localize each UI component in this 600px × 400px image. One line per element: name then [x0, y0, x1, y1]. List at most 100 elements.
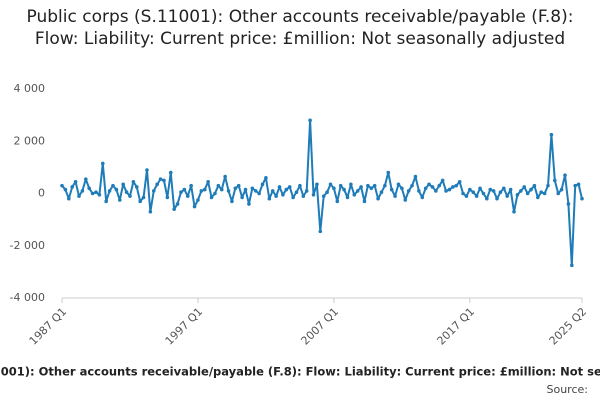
data-point: [502, 186, 506, 191]
data-point: [427, 182, 431, 187]
data-point: [372, 183, 377, 188]
data-point: [60, 183, 64, 188]
data-point: [393, 194, 397, 198]
data-point: [400, 186, 404, 191]
data-point: [542, 191, 547, 196]
data-point: [277, 185, 282, 189]
data-point: [287, 185, 292, 189]
data-point: [77, 194, 81, 198]
data-point: [338, 183, 343, 188]
data-point: [131, 179, 136, 184]
data-point: [559, 187, 564, 192]
data-point: [236, 183, 241, 188]
data-point: [529, 187, 533, 192]
data-point: [488, 187, 493, 192]
data-point: [556, 191, 561, 196]
data-point: [284, 187, 289, 192]
data-point: [274, 194, 278, 198]
data-point: [451, 185, 455, 189]
data-point: [315, 182, 319, 187]
data-point: [437, 183, 442, 188]
data-point: [325, 190, 329, 194]
y-tick-label: 0: [38, 187, 45, 200]
data-point: [332, 186, 336, 191]
data-point: [474, 194, 479, 198]
data-point: [260, 182, 265, 187]
data-point: [318, 229, 323, 234]
legend-label: Public corps (S.11001): Other accounts r…: [0, 365, 600, 379]
data-point: [192, 204, 197, 209]
data-point: [362, 199, 367, 204]
data-point: [304, 189, 309, 193]
data-point: [213, 191, 217, 196]
data-point: [440, 178, 445, 183]
data-point: [328, 182, 333, 187]
data-point: [301, 194, 306, 198]
data-point: [114, 187, 119, 192]
data-point: [175, 202, 180, 206]
data-point: [539, 190, 544, 194]
data-point: [270, 189, 275, 193]
data-point: [107, 189, 112, 193]
data-point: [281, 193, 285, 197]
data-point: [253, 189, 258, 193]
data-point: [508, 187, 513, 192]
data-point: [366, 183, 370, 188]
data-point: [97, 193, 102, 197]
data-point: [536, 195, 540, 200]
data-point: [491, 189, 496, 193]
data-point: [128, 194, 132, 198]
data-point: [230, 199, 234, 204]
data-point: [308, 118, 312, 123]
data-point: [420, 195, 425, 200]
data-point: [182, 187, 187, 192]
data-point: [83, 177, 88, 181]
x-tick-label: 2007 Q1: [299, 305, 342, 348]
data-point: [478, 186, 482, 191]
data-point: [515, 193, 520, 197]
data-point: [342, 187, 346, 192]
y-tick-label: 4 000: [14, 82, 46, 95]
data-point: [233, 186, 238, 191]
data-point: [403, 198, 408, 202]
data-point: [430, 185, 435, 189]
data-point: [495, 196, 499, 201]
y-tick-label: 2 000: [14, 134, 46, 147]
data-point: [349, 182, 353, 187]
data-point: [121, 182, 125, 187]
data-point: [240, 195, 244, 200]
data-point: [410, 183, 414, 188]
x-tick-label: 2025 Q2: [547, 305, 590, 348]
data-point: [179, 190, 183, 194]
data-point: [63, 187, 68, 192]
data-point: [576, 182, 581, 187]
data-point: [546, 183, 550, 188]
data-point: [158, 177, 163, 181]
data-point: [417, 189, 421, 193]
data-point: [70, 185, 74, 189]
data-point: [165, 195, 170, 200]
data-point: [519, 189, 523, 193]
data-point: [522, 185, 527, 189]
x-tick-label: 1997 Q1: [163, 305, 206, 348]
data-point: [202, 187, 207, 192]
series-line: [61, 119, 583, 267]
data-point: [311, 193, 316, 197]
data-point: [148, 209, 153, 214]
data-point: [376, 196, 380, 201]
data-point: [100, 161, 105, 166]
data-point: [553, 178, 557, 183]
data-point: [104, 199, 108, 204]
data-point: [573, 183, 578, 188]
data-point: [117, 198, 122, 202]
data-point: [413, 174, 418, 179]
y-tick-label: -4 000: [10, 291, 45, 304]
data-point: [80, 189, 85, 193]
data-point: [505, 194, 510, 198]
data-point: [352, 193, 357, 197]
data-point: [335, 199, 340, 204]
data-point: [267, 196, 272, 201]
data-point: [209, 195, 214, 200]
data-point: [298, 183, 302, 188]
